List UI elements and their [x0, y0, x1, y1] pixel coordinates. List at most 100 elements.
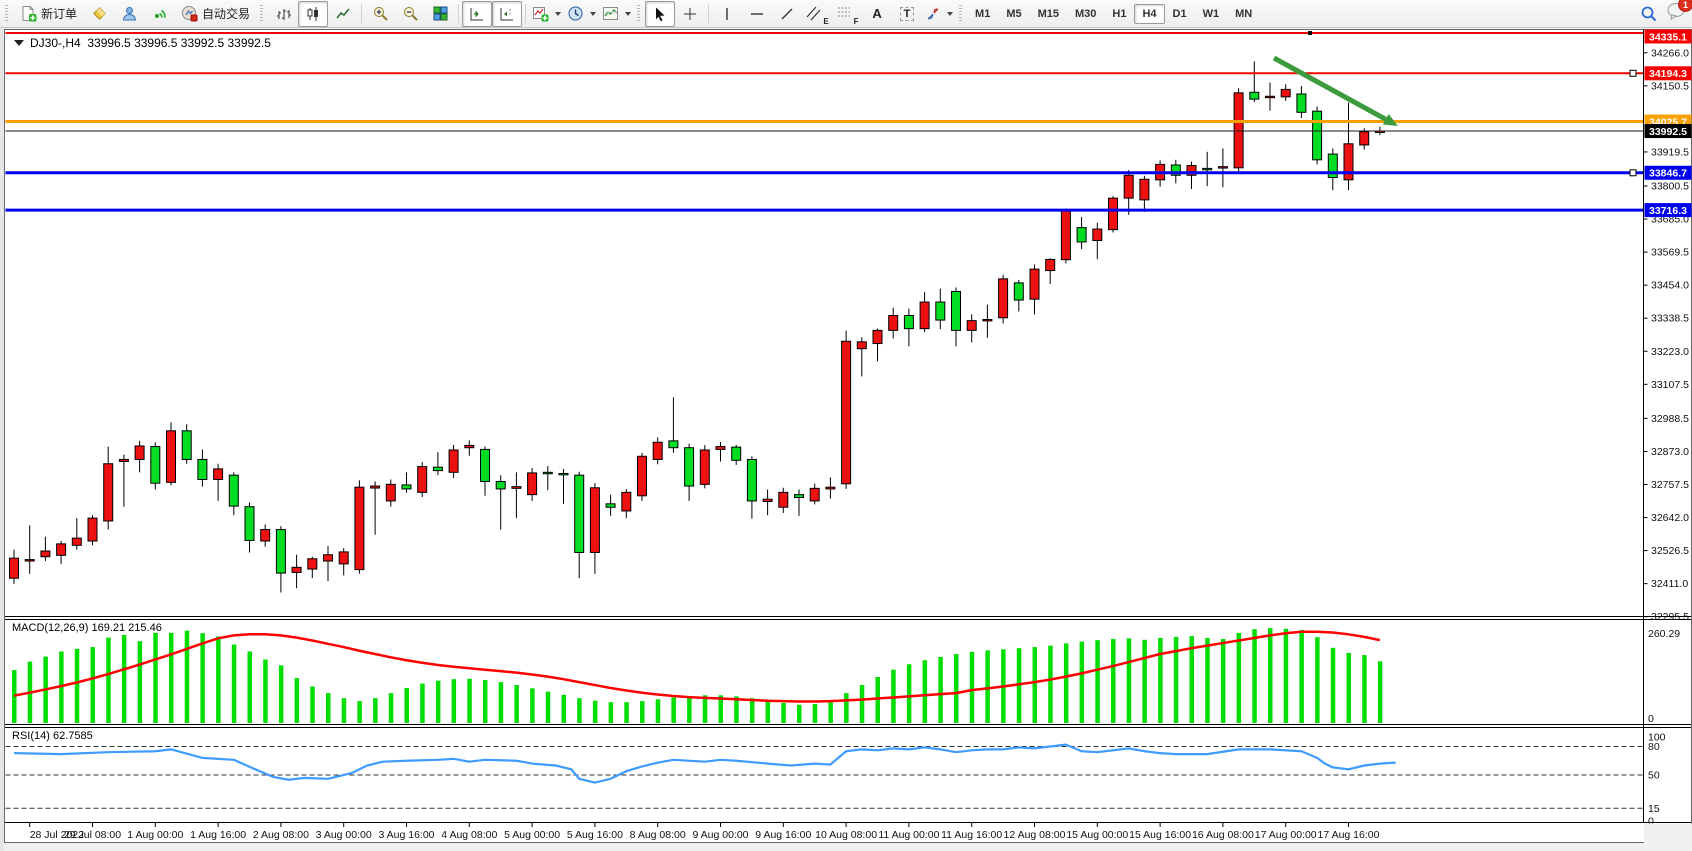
fibonacci-button[interactable]: F [832, 1, 862, 27]
chart-canvas[interactable]: 34266.034150.533919.533800.533685.033569… [0, 29, 1692, 851]
templates-button[interactable] [599, 1, 634, 27]
macd-bar [1126, 638, 1132, 723]
chart-menu-triangle-icon[interactable] [14, 40, 24, 46]
timeframe-button-m15[interactable]: M15 [1037, 7, 1059, 20]
price-tick-label: 34266.0 [1651, 47, 1689, 59]
line-chart-button[interactable] [328, 1, 358, 27]
candle-series [9, 61, 1385, 593]
crosshair-button[interactable] [675, 1, 705, 27]
candle [982, 318, 993, 322]
indicators-icon [533, 7, 549, 22]
macd-bar [592, 700, 598, 723]
toolbar-grip[interactable] [637, 4, 641, 23]
candle [762, 498, 773, 503]
text-label-button[interactable]: T [892, 1, 922, 27]
market-watch-button[interactable] [84, 1, 114, 27]
candle [605, 503, 616, 508]
bar-chart-button[interactable] [268, 1, 298, 27]
trend-arrow-annotation[interactable] [1272, 55, 1398, 126]
toolbar-grip[interactable] [959, 4, 963, 23]
macd-bar [781, 702, 786, 723]
price-axis[interactable]: 34266.034150.533919.533800.533685.033569… [1643, 29, 1692, 828]
timeframe-button-h4[interactable]: H4 [1134, 3, 1165, 24]
chart-title-bar[interactable]: DJ30-,H4 33996.5 33996.5 33992.5 33992.5 [14, 36, 271, 50]
candle [448, 449, 459, 473]
macd-bar [121, 635, 127, 723]
search-icon[interactable] [1640, 5, 1658, 23]
timeframe-button-m30[interactable]: M30 [1075, 7, 1097, 20]
arrows-button[interactable] [922, 1, 956, 27]
notifications-button[interactable]: 1 [1666, 0, 1692, 25]
horizontal-line-icon [751, 12, 764, 15]
channel-button[interactable]: E [802, 1, 832, 27]
cursor-button[interactable] [645, 0, 676, 27]
tile-windows-button[interactable] [425, 1, 455, 27]
macd-bar [106, 637, 111, 723]
candle [903, 314, 914, 330]
price-tick-label: 33800.5 [1651, 180, 1689, 192]
candle [778, 491, 789, 508]
time-tick-label: 17 Aug 00:00 [1255, 829, 1317, 841]
toolbar-grip[interactable] [5, 4, 8, 23]
new-order-button[interactable]: 新订单 [13, 1, 84, 27]
horizontal-line-button[interactable] [742, 1, 772, 27]
periods-button[interactable] [564, 1, 599, 27]
candle [307, 558, 318, 570]
timeframe-button-h1[interactable]: H1 [1112, 7, 1127, 20]
candle [1076, 227, 1087, 243]
candle [1265, 95, 1275, 99]
chart-shift-button[interactable] [492, 0, 523, 27]
candlestick-chart-button[interactable] [298, 0, 329, 27]
line-handle [1629, 69, 1637, 77]
new-order-icon [22, 6, 37, 22]
vertical-line-button[interactable] [712, 1, 742, 27]
object-anchor[interactable] [1308, 31, 1312, 35]
candle [40, 550, 51, 558]
indicators-button[interactable] [529, 1, 564, 27]
trendline-icon [781, 8, 793, 19]
dropdown-arrow-icon [625, 11, 632, 16]
trendline-button[interactable] [772, 1, 802, 27]
macd-bar [718, 695, 723, 723]
candle [118, 458, 129, 462]
autotrading-button[interactable]: 自动交易 [174, 1, 257, 27]
zoom-in-button[interactable] [365, 1, 395, 27]
candle [589, 487, 600, 553]
candle [1108, 197, 1118, 231]
candle [888, 314, 899, 331]
candle [134, 445, 145, 460]
horizontal-price-lines[interactable] [5, 32, 1644, 212]
candle [213, 468, 224, 480]
macd-bar [749, 698, 755, 723]
macd-bar [404, 687, 409, 723]
timeframe-button-m5[interactable]: M5 [1006, 7, 1022, 20]
candle [527, 472, 538, 496]
candle [1170, 164, 1181, 176]
auto-scroll-button[interactable] [462, 0, 493, 27]
macd-bar [451, 679, 457, 723]
candle [495, 480, 506, 490]
candle [370, 485, 381, 489]
macd-zero-label: 0 [1648, 713, 1654, 725]
macd-bar [1362, 655, 1367, 723]
community-button[interactable] [114, 1, 144, 27]
toolbar-grip[interactable] [260, 4, 264, 23]
timeframe-button-d1[interactable]: D1 [1172, 7, 1187, 20]
line-chart-icon [336, 8, 350, 18]
macd-bar [184, 630, 190, 723]
signals-button[interactable] [144, 1, 174, 27]
candle [1343, 143, 1354, 181]
arrow-objects-icon [927, 8, 939, 19]
candle [323, 554, 333, 562]
macd-bar [467, 678, 472, 723]
zoom-out-button[interactable] [395, 1, 425, 27]
timeframe-button-w1[interactable]: W1 [1202, 7, 1220, 20]
timeframe-button-m1[interactable]: M1 [975, 7, 991, 20]
text-button[interactable]: A [862, 1, 892, 27]
candle [56, 543, 67, 556]
price-tick-label: 32988.5 [1651, 413, 1689, 425]
macd-bar [388, 693, 394, 723]
timeframe-button-mn[interactable]: MN [1235, 7, 1253, 20]
candle [385, 483, 396, 502]
